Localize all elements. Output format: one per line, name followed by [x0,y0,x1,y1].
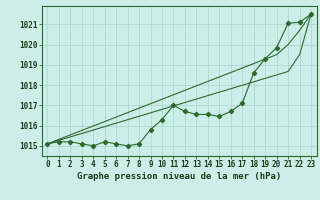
X-axis label: Graphe pression niveau de la mer (hPa): Graphe pression niveau de la mer (hPa) [77,172,281,181]
